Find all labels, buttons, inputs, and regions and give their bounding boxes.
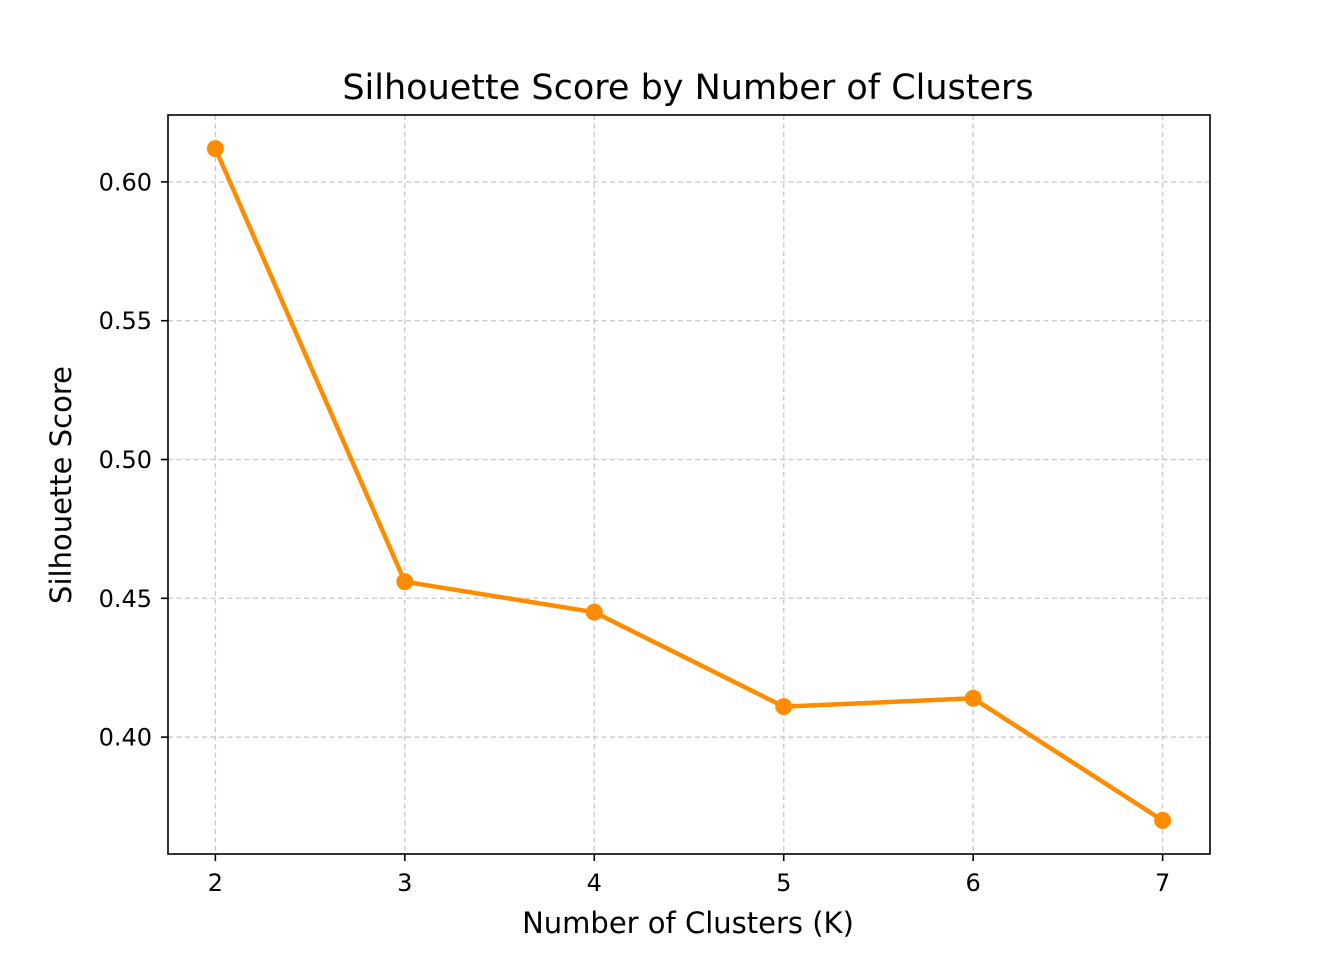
data-point-k7 bbox=[1154, 811, 1172, 829]
data-point-k4 bbox=[585, 603, 603, 621]
plot-area-frame bbox=[167, 114, 1211, 855]
data-point-k2 bbox=[206, 140, 224, 158]
y-tick-label-0.50: 0.50 bbox=[99, 446, 152, 474]
x-tick-label-4: 4 bbox=[587, 869, 602, 897]
y-tick-label-0.60: 0.60 bbox=[99, 168, 152, 196]
x-tick-label-6: 6 bbox=[966, 869, 981, 897]
data-point-k6 bbox=[964, 689, 982, 707]
axes bbox=[167, 114, 1211, 855]
x-tick-label-3: 3 bbox=[397, 869, 412, 897]
data-series bbox=[206, 140, 1172, 829]
y-tick-label-0.40: 0.40 bbox=[99, 724, 152, 752]
y-tick-label-0.55: 0.55 bbox=[99, 307, 152, 335]
y-axis-label: Silhouette Score bbox=[44, 366, 78, 604]
data-point-k5 bbox=[775, 698, 793, 716]
x-tick-label-7: 7 bbox=[1155, 869, 1170, 897]
x-tick-label-5: 5 bbox=[776, 869, 791, 897]
y-tick-label-0.45: 0.45 bbox=[99, 585, 152, 613]
x-tick-label-2: 2 bbox=[208, 869, 223, 897]
x-axis-label: Number of Clusters (K) bbox=[522, 906, 854, 940]
series-line-0 bbox=[213, 146, 1165, 823]
chart-title: Silhouette Score by Number of Clusters bbox=[342, 68, 1033, 108]
data-point-k3 bbox=[396, 573, 414, 591]
ticks: 2 3 4 5 6 7 0.40 0.45 0.50 0.55 0.60 bbox=[99, 168, 1171, 897]
grid bbox=[168, 115, 1210, 854]
